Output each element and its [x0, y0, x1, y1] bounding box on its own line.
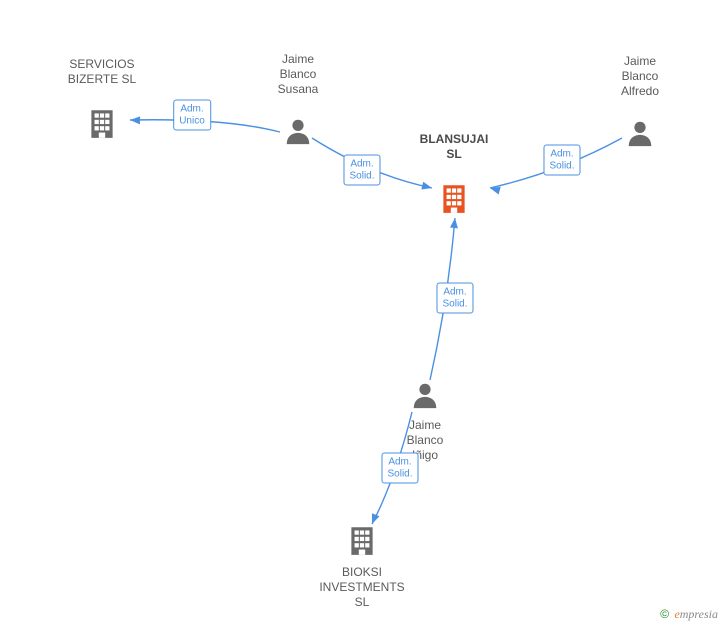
building-icon: [345, 523, 379, 561]
diagram-stage: SERVICIOS BIZERTE SL Jaime Blanco Susana…: [0, 0, 728, 630]
building-icon: [437, 181, 471, 219]
arrow-head-icon: [450, 218, 459, 229]
edge-label-susana-servicios: Adm. Unico: [173, 100, 211, 131]
node-label: BIOKSI INVESTMENTS SL: [302, 565, 422, 610]
node-label: SERVICIOS BIZERTE SL: [42, 57, 162, 87]
node-bioksi[interactable]: BIOKSI INVESTMENTS SL: [302, 523, 422, 614]
edge-label-inigo-blansujai: Adm. Solid.: [436, 283, 473, 314]
building-icon: [85, 106, 119, 144]
person-icon: [625, 118, 655, 152]
person-icon: [410, 380, 440, 414]
edge-label-alfredo-blansujai: Adm. Solid.: [543, 145, 580, 176]
credit-text: mpresia: [680, 607, 718, 621]
node-label: Jaime Blanco Alfredo: [580, 54, 700, 99]
node-susana[interactable]: Jaime Blanco Susana: [238, 52, 358, 150]
edge-label-inigo-bioksi: Adm. Solid.: [381, 453, 418, 484]
node-alfredo[interactable]: Jaime Blanco Alfredo: [580, 54, 700, 152]
node-servicios[interactable]: SERVICIOS BIZERTE SL: [42, 57, 162, 144]
credit: © empresia: [660, 607, 718, 622]
node-label: BLANSUJAI SL: [394, 132, 514, 162]
person-icon: [283, 116, 313, 150]
node-blansujai[interactable]: BLANSUJAI SL: [394, 132, 514, 219]
copyright-symbol: ©: [660, 607, 669, 621]
node-label: Jaime Blanco Susana: [238, 52, 358, 97]
edge-label-susana-blansujai: Adm. Solid.: [343, 155, 380, 186]
